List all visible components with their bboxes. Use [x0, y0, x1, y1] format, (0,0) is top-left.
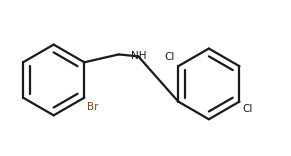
Text: Cl: Cl [242, 104, 253, 114]
Text: Br: Br [87, 102, 99, 112]
Text: Cl: Cl [164, 52, 174, 62]
Text: NH: NH [131, 51, 146, 61]
